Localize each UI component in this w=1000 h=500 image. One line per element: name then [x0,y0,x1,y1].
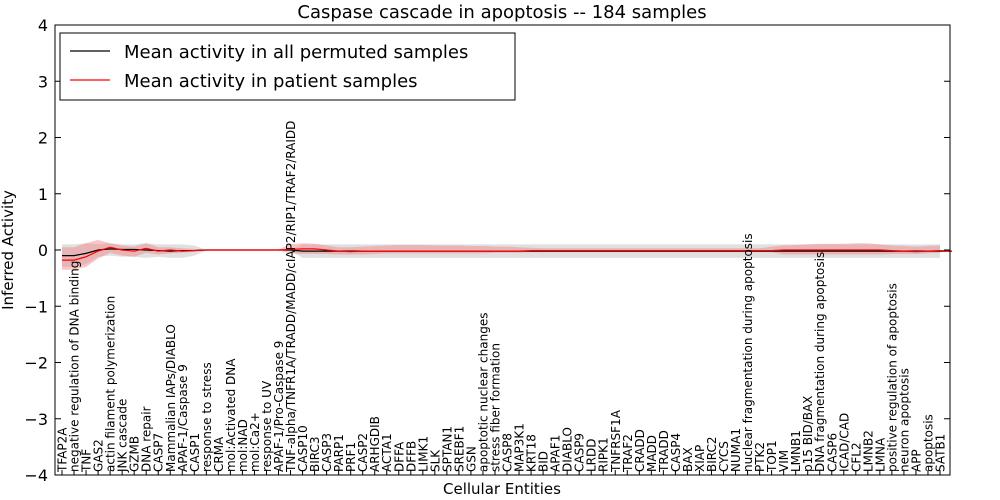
x-tick-label: actin filament polymerization [104,296,118,472]
x-tick-label: APAF1 [549,435,563,472]
chart-title: Caspase cascade in apoptosis -- 184 samp… [297,2,706,23]
x-tick-label: APAF-1/Caspase 9 [176,364,190,472]
x-tick-label: DFFA [392,441,406,472]
x-tick-label: ICAD/CAD [837,413,851,472]
x-tick-label: APAF-1/Pro-Caspase 9 [272,341,286,472]
y-tick-label: 2 [38,129,48,148]
x-tick-label: CRADD [633,429,647,472]
legend-label-patient: Mean activity in patient samples [124,71,418,92]
x-tick-label: XIAP [693,445,707,472]
x-tick-label: CASP8 [501,433,515,472]
x-tick-label: MADD [645,435,659,472]
x-tick-label: DFFB [404,441,418,472]
x-tick-label: ARHGDIB [368,416,382,472]
x-tick-label: p15 BID/BAX [801,396,815,472]
x-tick-label: NUMA1 [729,428,743,472]
x-tick-label: CFL2 [849,442,863,472]
x-tick-label: CASP6 [825,433,839,472]
y-tick-label: 4 [38,16,48,35]
y-tick-label: 0 [38,241,48,260]
x-tick-label: LRDD [585,438,599,472]
x-tick-label: PRF1 [344,442,358,472]
x-tick-label: SPTAN1 [440,426,454,472]
y-axis: −4 −3 −2 −1 0 1 2 3 4 [24,16,950,485]
x-tick-label: neuron apoptosis [897,368,911,472]
x-tick-label: GSN [464,446,478,472]
x-tick-label: JNK cascade [116,399,130,473]
x-tick-label: response to UV [260,380,274,472]
x-tick-label: BIRC3 [308,436,322,472]
x-tick-label: KRT18 [525,434,539,472]
x-tick-label: CASP2 [356,433,370,472]
plot-area [62,239,953,270]
x-tick-label: CRMA [212,436,226,472]
x-tick-label: TOP1 [765,440,779,473]
legend-box [59,32,516,101]
x-tick-label: TNF [80,449,94,473]
x-tick-label: LIMK1 [416,436,430,472]
x-tick-label: APP [909,449,923,472]
x-tick-label: nuclear fragmentation during apoptosis [741,233,755,472]
y-tick-label: 1 [38,185,48,204]
x-tick-label: LMNA [873,437,887,472]
x-tick-label: apoptosis [921,414,935,472]
x-tick-label: stress fiber formation [488,343,502,472]
x-tick-label: TNFRSF1A [609,409,623,473]
legend-label-permuted: Mean activity in all permuted samples [124,42,468,63]
x-tick-label: CASP3 [320,433,334,472]
x-tick-label: DNA fragmentation during apoptosis [813,252,827,472]
y-tick-label: −1 [24,297,48,316]
x-tick-label: CASP10 [296,425,310,472]
x-tick-label: mol:Activated DNA [224,358,238,472]
x-tick-label: VIM [777,450,791,472]
x-tick-label: CASP9 [573,433,587,472]
x-tick-label: TNF-alpha/TNFR1A/TRADD/MADD/cIAP2/RIP1/T… [284,121,298,473]
x-tick-label: ACTA1 [380,433,394,472]
x-tick-label: BIRC2 [705,436,719,472]
y-tick-label: −4 [24,466,48,485]
x-tick-label: Mammalian IAPs/DIABLO [164,324,178,472]
x-axis-label: Cellular Entities [443,480,561,498]
y-tick-label: 3 [38,72,48,91]
x-tick-label: TRADD [657,430,671,473]
x-tick-label: mol:NAD [236,419,250,472]
x-tick-label: GZMB [128,436,142,472]
x-tick-label: RIPK1 [597,437,611,472]
x-tick-label: BID [537,451,551,472]
x-tick-label: LMNB2 [861,430,875,472]
x-tick-label: DNA repair [140,406,154,472]
band-series-0 [62,243,940,267]
x-tick-label: CASP7 [152,433,166,472]
x-tick-label: SATB1 [934,434,948,472]
x-tick-label: LMNB1 [789,430,803,472]
x-tick-label: TFAP2A [56,427,70,473]
x-tick-label: SREBF1 [452,426,466,472]
x-tick-label: apoptotic nuclear changes [476,313,490,472]
x-tick-label: SLK [428,449,442,472]
x-tick-label: CASP1 [188,433,202,472]
x-tick-label: GAS2 [92,439,106,472]
y-tick-label: −3 [24,410,48,429]
x-tick-label: response to stress [200,362,214,472]
x-tick-label: CYCS [717,441,731,472]
x-tick-label: negative regulation of DNA binding [68,261,82,472]
x-tick-label: MAP3K1 [513,423,527,472]
x-tick-label: mol:Ca2+ [248,412,262,472]
x-tick-label: CASP4 [669,433,683,472]
x-tick-label: PTK2 [753,442,767,472]
x-tick-label: positive regulation of apoptosis [885,283,899,472]
x-tick-label: PARP1 [332,434,346,472]
line-series-1 [62,246,953,261]
y-tick-label: −2 [24,354,48,373]
x-tick-label: BAX [681,447,695,472]
legend: Mean activity in all permuted samples Me… [59,32,516,101]
x-tick-label: DIABLO [561,427,575,472]
y-axis-label: Inferred Activity [0,190,17,310]
x-tick-label: TRAF2 [621,434,635,473]
